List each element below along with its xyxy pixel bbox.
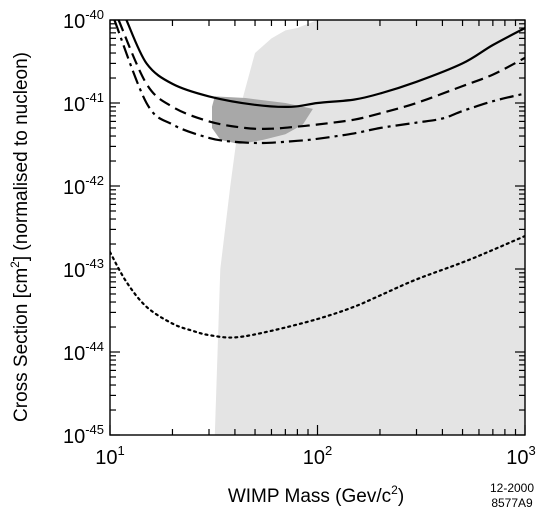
y-tick-label: 10-42 (63, 173, 104, 199)
light-excluded-region (214, 20, 526, 435)
tick-labels: 101 102 103 10-40 10-41 10-42 10-43 10-44 10-45 (63, 7, 536, 469)
x-tick-label: 101 (95, 443, 124, 469)
y-axis-label: Cross Section [cm2] (normalised to nucle… (8, 52, 32, 422)
y-tick-label: 10-44 (63, 339, 104, 365)
y-tick-label: 10-41 (63, 90, 104, 116)
y-tick-label: 10-43 (63, 256, 104, 282)
series-lines (110, 20, 525, 339)
annotation-code: 8577A9 (491, 496, 533, 510)
axis-ticks (109, 19, 526, 436)
x-tick-label: 102 (303, 443, 332, 469)
shaded-regions (212, 20, 526, 435)
dark-allowed-region (212, 96, 313, 145)
annotation-date: 12-2000 (490, 481, 534, 495)
x-axis-label: WIMP Mass (Gev/c2) (228, 483, 404, 507)
y-tick-label: 10-45 (63, 422, 104, 448)
series-dotted-line (110, 234, 525, 339)
series-solid-line (125, 20, 525, 108)
series-dash-dot-line (113, 20, 525, 145)
series-dashed-line (117, 20, 525, 130)
y-tick-label: 10-40 (63, 7, 104, 33)
x-tick-label: 103 (506, 443, 535, 469)
